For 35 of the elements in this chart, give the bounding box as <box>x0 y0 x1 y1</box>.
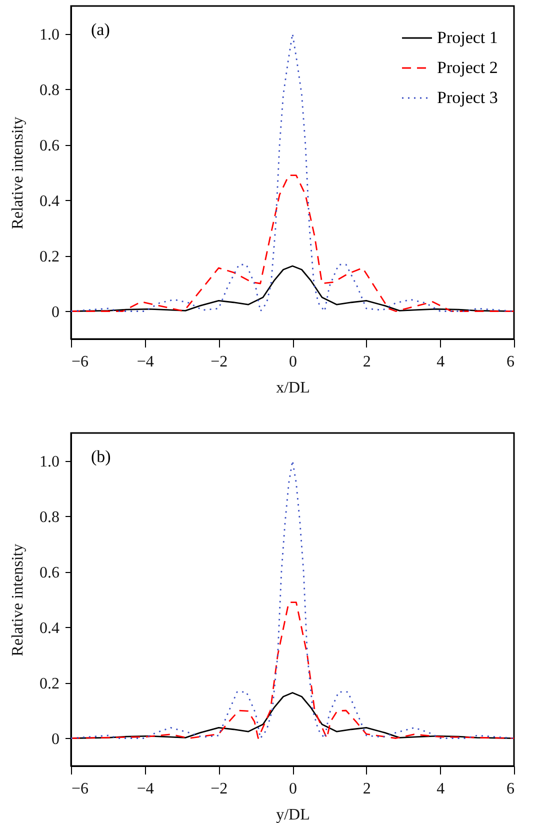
legend-label: Project 2 <box>437 58 498 77</box>
legend-label: Project 1 <box>437 28 498 47</box>
y-tick-label: 1.0 <box>40 453 60 470</box>
x-tick-label: −2 <box>210 780 228 798</box>
y-tick-label: 0.8 <box>40 82 60 99</box>
x-tick-label: 2 <box>362 780 371 798</box>
y-tick-label: 1.0 <box>40 26 60 44</box>
x-axis-title: y/DL <box>276 806 310 823</box>
x-tick-label: 4 <box>436 354 445 370</box>
y-tick-label: 0.2 <box>40 675 60 692</box>
x-tick-label: −2 <box>210 354 228 370</box>
y-tick-label: 0.4 <box>40 620 60 637</box>
y-tick-label: 0.2 <box>40 248 60 266</box>
x-tick-label: −6 <box>72 354 89 370</box>
x-axis-title: x/DL <box>276 380 310 396</box>
y-tick-label: 0.8 <box>40 508 60 526</box>
x-tick-label: 0 <box>289 780 297 798</box>
y-axis-title: Relative intensity <box>10 544 26 656</box>
x-tick-label: −4 <box>136 354 154 370</box>
y-axis-title: Relative intensity <box>10 116 26 230</box>
x-tick-label: 6 <box>506 780 514 798</box>
x-tick-label: −4 <box>136 780 154 798</box>
y-tick-label: 0 <box>52 730 60 748</box>
x-tick-label: −6 <box>72 780 89 798</box>
y-tick-label: 0.4 <box>40 192 60 210</box>
annotation: (a) <box>91 20 110 39</box>
y-tick-label: 0.6 <box>40 137 60 154</box>
legend-label: Project 3 <box>437 88 498 107</box>
x-tick-label: 2 <box>362 354 371 370</box>
y-tick-label: 0.6 <box>40 564 60 582</box>
x-tick-label: 4 <box>436 780 445 798</box>
y-tick-label: 0 <box>52 304 60 321</box>
x-tick-label: 0 <box>289 354 297 370</box>
annotation: (b) <box>91 447 111 466</box>
x-tick-label: 6 <box>506 354 514 370</box>
